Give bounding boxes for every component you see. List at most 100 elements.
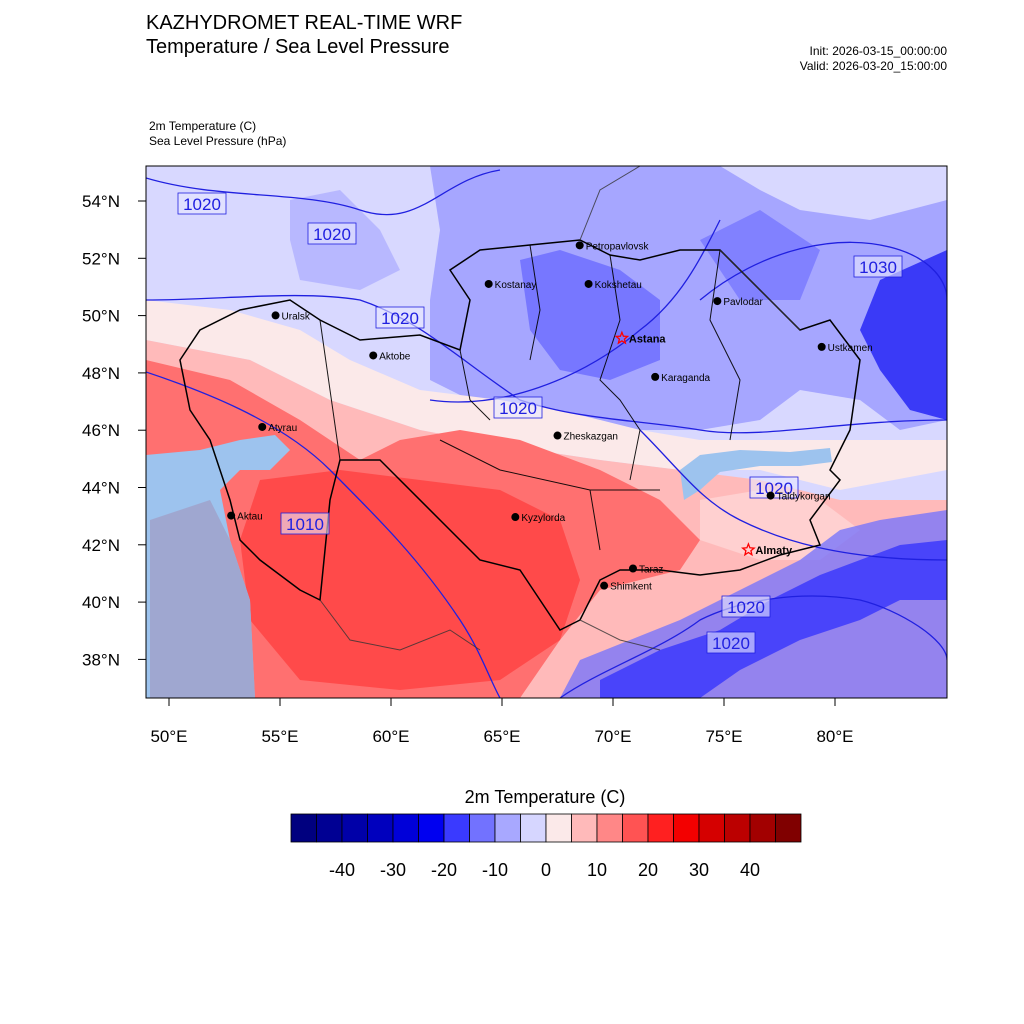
city-label: Aktobe — [379, 351, 411, 362]
city-dot-icon — [227, 511, 236, 520]
city-dot-icon — [628, 564, 637, 573]
isobar-label: 1020 — [183, 195, 221, 214]
isobar-labels: 1020 1020 1020 1020 1030 1020 1010 1020 1020 — [177, 192, 903, 654]
temperature-field-label: 2m Temperature (C) — [149, 119, 257, 133]
isobar-label-box — [307, 222, 357, 245]
city-dot-icon — [511, 513, 520, 522]
city-dot-icon — [651, 372, 660, 381]
colorbar-tick-label: -20 — [430, 860, 458, 880]
isobar-line — [146, 371, 501, 698]
isobar-line — [146, 169, 501, 216]
lake-balkhash — [680, 448, 832, 500]
region-border-line — [589, 489, 601, 551]
colorbar-swatch — [724, 813, 751, 843]
latitude-label: 40°N — [82, 593, 120, 612]
isobar-label: 1020 — [313, 225, 351, 244]
latitude-label: 42°N — [82, 536, 120, 555]
colorbar-swatch — [673, 813, 700, 843]
colorbar-swatch — [469, 813, 496, 843]
neighbor-border-line — [579, 619, 661, 651]
city-markers: Petropavlovsk Kostanay Kokshetau Uralsk Pavl… — [227, 241, 873, 593]
colorbar-tick-label: 20 — [637, 860, 659, 880]
region-border-line — [439, 439, 660, 491]
isobar-label: 1020 — [712, 634, 750, 653]
latitude-label: 50°N — [82, 307, 120, 326]
valid-time: Valid: 2026-03-20_15:00:00 — [799, 59, 947, 73]
isobar-line — [429, 219, 721, 403]
colorbar-swatch — [698, 813, 725, 843]
neighbor-border-line — [319, 599, 481, 651]
latitude-label: 46°N — [82, 421, 120, 440]
region-border-line — [599, 254, 641, 481]
pressure-field-label: Sea Level Pressure (hPa) — [149, 134, 287, 148]
longitude-labels: 50°E 55°E 60°E 65°E 70°E 75°E 80°E — [150, 727, 853, 746]
capital-star-icon — [614, 330, 630, 345]
city-label: Kokshetau — [595, 280, 642, 291]
region-border-line — [709, 249, 741, 441]
colorbar-tick-label: -40 — [328, 860, 356, 880]
init-time: Init: 2026-03-15_00:00:00 — [809, 44, 947, 58]
city-label: Aktau — [237, 512, 263, 523]
isobar-line — [639, 429, 947, 561]
map-fields — [146, 166, 947, 698]
region-borders — [319, 244, 741, 551]
colorbar-swatch — [341, 813, 368, 843]
region-border-line — [459, 349, 491, 421]
map-frame — [145, 165, 948, 699]
colorbar-swatch — [316, 813, 343, 843]
axis-ticks — [138, 200, 836, 706]
city-label: Shimkent — [610, 582, 652, 593]
colorbar-swatch — [545, 813, 572, 843]
neighbor-borders — [319, 166, 801, 651]
longitude-label: 80°E — [816, 727, 853, 746]
city-label: Almaty — [755, 545, 793, 557]
city-dot-icon — [713, 297, 722, 306]
neighbor-border-line — [719, 249, 801, 331]
longitude-label: 60°E — [372, 727, 409, 746]
isobar-label-box — [721, 595, 771, 618]
isobar-label: 1020 — [381, 309, 419, 328]
city-dot-icon — [258, 422, 267, 431]
capital-star-icon — [741, 542, 756, 557]
colorbar-swatch — [775, 813, 802, 843]
city-dot-icon — [817, 342, 826, 351]
latitude-label: 38°N — [82, 650, 120, 669]
isobar-label: 1010 — [286, 515, 324, 534]
isobar-line — [699, 241, 947, 301]
isobar-label-box — [493, 396, 543, 419]
city-dot-icon — [553, 431, 562, 440]
city-label: Zheskazgan — [564, 432, 618, 443]
latitude-label: 52°N — [82, 249, 120, 268]
colorbar-swatch — [418, 813, 445, 843]
isobar-label-box — [749, 476, 799, 499]
time-info: Init: 2026-03-15_00:00:00 Valid: 2026-03… — [800, 44, 947, 74]
isobar-label-box — [280, 512, 330, 535]
city-label: Atyrau — [268, 423, 297, 434]
field-labels: 2m Temperature (C) Sea Level Pressure (h… — [149, 119, 286, 149]
isobar-label: 1020 — [499, 399, 537, 418]
colorbar-swatch — [647, 813, 674, 843]
city-dot-icon — [484, 279, 493, 288]
colorbar-swatch — [392, 813, 419, 843]
colorbar-tick-label: 0 — [540, 860, 552, 880]
colorbar-swatch — [494, 813, 521, 843]
latitude-labels: 54°N 52°N 50°N 48°N 46°N 44°N 42°N 40°N 38°N — [82, 192, 120, 669]
colorbar-tick-label: 40 — [739, 860, 761, 880]
isobar-label: 1030 — [859, 258, 897, 277]
colorbar-tick-label: -30 — [379, 860, 407, 880]
city-label: Kostanay — [495, 280, 537, 291]
country-border — [179, 239, 861, 631]
city-label: Petropavlovsk — [586, 241, 650, 252]
colorbar-swatch — [749, 813, 776, 843]
colorbar-tick-label: -10 — [481, 860, 509, 880]
colorbar-swatch — [622, 813, 649, 843]
neighbor-border-line — [579, 166, 641, 241]
city-dot-icon — [369, 351, 378, 360]
city-dot-icon — [575, 241, 584, 250]
city-dot-icon — [584, 279, 593, 288]
city-label: Taraz — [639, 565, 663, 576]
city-label: Ustkamen — [828, 343, 873, 354]
colorbar-swatch — [520, 813, 547, 843]
